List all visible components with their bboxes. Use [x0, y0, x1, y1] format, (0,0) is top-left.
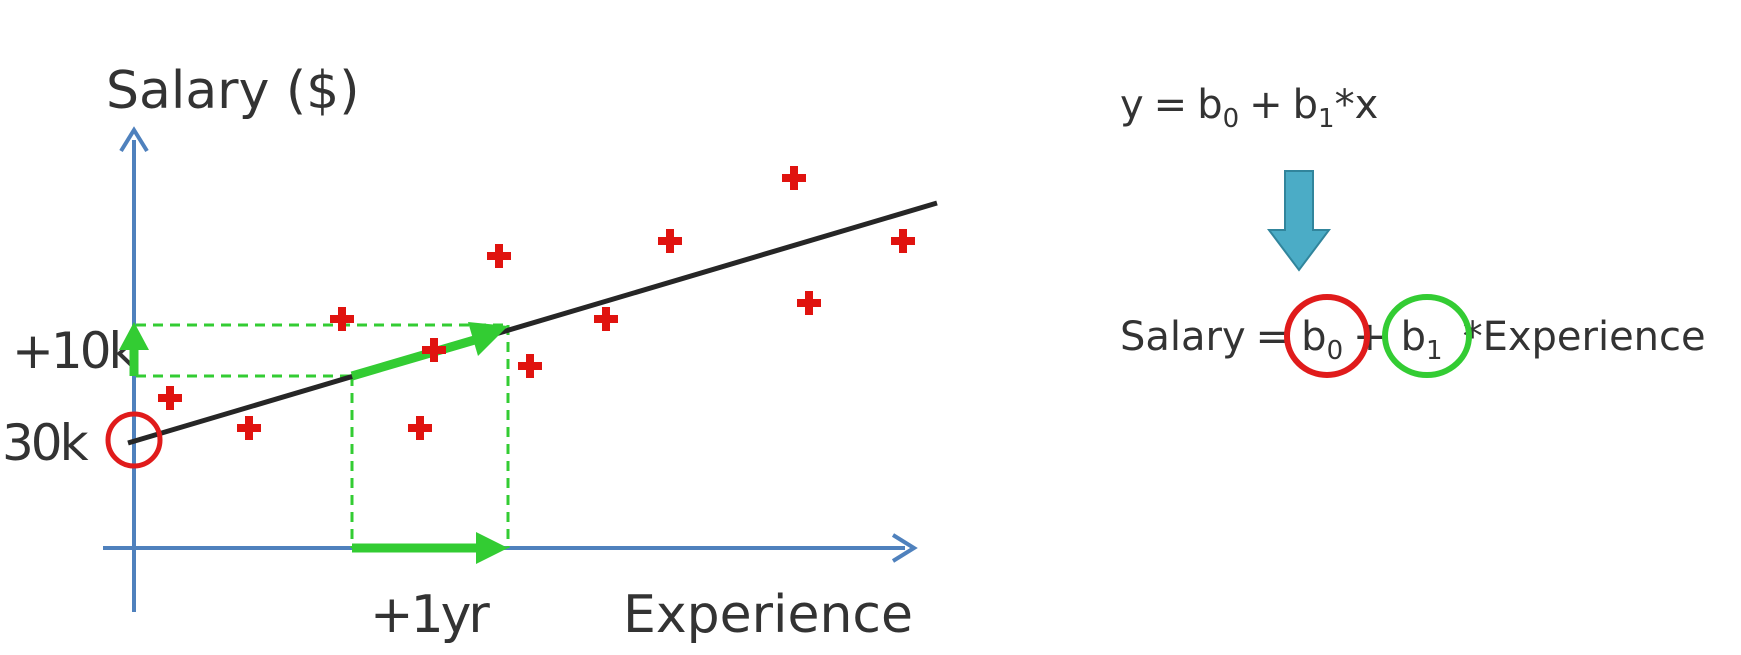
y-axis-label: Salary ($) — [106, 61, 360, 121]
salary-equation: Salary = b0 + b1 *Experience — [1120, 314, 1706, 366]
down-arrow-icon — [1267, 170, 1331, 272]
x-axis-label: Experience — [623, 585, 913, 645]
plus-marker-icon — [782, 166, 806, 190]
plus-marker-icon — [237, 416, 261, 440]
plus-marker-icon — [658, 229, 682, 253]
slope-arrow-icon — [350, 322, 508, 381]
plus-marker-icon — [518, 354, 542, 378]
plus-marker-icon — [797, 291, 821, 315]
b1-highlight-circle — [1382, 294, 1472, 378]
slope-guides — [136, 323, 510, 548]
delta-y-arrow-icon — [119, 322, 149, 376]
plus-marker-icon — [594, 307, 618, 331]
general-equation: y = b0 + b1*x — [1120, 82, 1378, 134]
x-axis-arrow-icon — [891, 533, 918, 563]
regression-line — [127, 200, 938, 446]
plus-marker-icon — [487, 244, 511, 268]
intercept-label: 30k — [2, 414, 89, 472]
plus-marker-icon — [330, 307, 354, 331]
plus-marker-icon — [158, 386, 182, 410]
plus-marker-icon — [891, 229, 915, 253]
intercept-circle — [105, 411, 163, 469]
delta-y-label: +10k — [12, 322, 138, 380]
delta-x-label: +1yr — [370, 585, 490, 645]
b0-highlight-circle — [1284, 294, 1370, 378]
y-axis-arrow-icon — [119, 126, 149, 153]
plus-marker-icon — [408, 416, 432, 440]
plus-marker-icon — [422, 338, 446, 362]
delta-x-arrow-icon — [352, 532, 508, 564]
data-points — [158, 166, 915, 440]
